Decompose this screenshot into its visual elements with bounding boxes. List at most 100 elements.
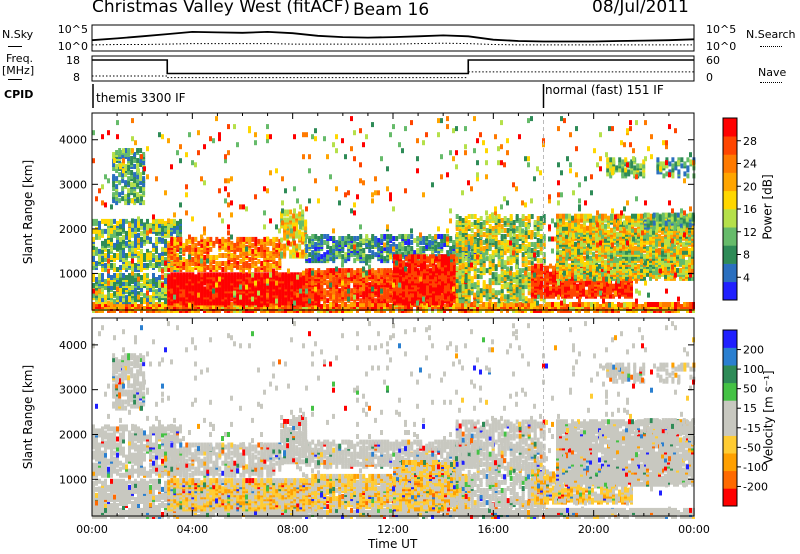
power-cell: [488, 292, 492, 298]
power-cell: [137, 291, 140, 297]
power-cell: [317, 284, 321, 290]
power-cell: [155, 255, 158, 260]
power-cell: [473, 240, 477, 245]
power-cell: [143, 232, 146, 238]
power-cell: [203, 246, 207, 252]
power-cell: [136, 158, 140, 163]
power-cell: [92, 218, 95, 224]
power-cell: [113, 224, 116, 230]
power-cell: [119, 304, 122, 309]
power-cell: [155, 248, 158, 254]
power-cell: [140, 248, 143, 254]
power-cell: [482, 220, 486, 225]
power-cell: [563, 302, 566, 307]
nsky-legend-line: [8, 46, 22, 47]
power-cell: [494, 224, 498, 229]
power-cell: [292, 221, 296, 227]
power-cell: [368, 288, 372, 294]
power-cell: [218, 261, 222, 266]
power-cell: [179, 232, 182, 238]
freq-label: Freq.: [6, 52, 34, 65]
power-cell: [455, 266, 459, 272]
power-cell: [137, 304, 140, 309]
power-cell: [128, 273, 131, 278]
power-cell: [224, 306, 227, 311]
power-cell: [446, 302, 449, 307]
power-cell: [113, 232, 116, 238]
power-cell: [458, 258, 462, 264]
power-cell: [422, 236, 426, 241]
power-cell: [248, 240, 252, 246]
power-cell: [438, 300, 441, 306]
power-cell: [329, 236, 333, 241]
power-cell: [136, 196, 140, 202]
power-cell: [488, 254, 492, 260]
power-cell: [286, 217, 290, 223]
power-cell: [392, 242, 396, 247]
power-cell: [203, 255, 207, 260]
power-cell: [408, 254, 411, 260]
power-cell: [139, 158, 143, 163]
power-cell: [263, 236, 267, 242]
power-cell: [476, 238, 480, 243]
power-cell: [245, 261, 249, 266]
power-cell: [353, 278, 357, 284]
power-cell: [428, 234, 432, 239]
power-cell: [121, 190, 125, 196]
power-cell: [289, 209, 293, 215]
power-cell: [221, 267, 225, 272]
power-cell: [527, 266, 531, 272]
power-cell: [260, 272, 264, 278]
power-cell: [113, 242, 116, 248]
power-cell: [119, 236, 122, 242]
power-cell: [393, 266, 396, 272]
power-cell: [410, 306, 413, 311]
power-cell: [142, 176, 146, 182]
power-cell: [429, 284, 432, 290]
power-cell: [341, 302, 344, 307]
power-cell: [251, 248, 255, 254]
power-cell: [209, 246, 213, 252]
power-cell: [441, 266, 444, 272]
power-cell: [173, 218, 176, 224]
power-cell: [332, 256, 336, 262]
power-cell: [323, 234, 327, 239]
power-cell: [506, 260, 510, 266]
power-cell: [398, 250, 402, 256]
power-cell: [374, 302, 377, 307]
power-cell: [173, 228, 176, 234]
power-cell: [212, 265, 216, 270]
power-cell: [482, 280, 486, 286]
power-cell: [335, 250, 339, 256]
power-cell: [236, 272, 240, 278]
power-cell: [524, 280, 528, 286]
power-cell: [455, 232, 459, 237]
power-cell: [671, 302, 674, 307]
power-cell: [134, 273, 137, 278]
power-cell: [680, 304, 683, 309]
power-cell: [289, 223, 293, 229]
power-cell: [509, 250, 513, 256]
power-cell: [443, 304, 446, 309]
power-cell: [467, 290, 471, 296]
power-cell: [503, 250, 507, 256]
power-cell: [146, 297, 149, 303]
power-cell: [665, 306, 668, 311]
power-cell: [155, 236, 158, 242]
power-cell: [173, 306, 176, 311]
power-cell: [164, 242, 167, 248]
power-cell: [402, 300, 405, 306]
power-cell: [473, 270, 477, 276]
power-cell: [110, 285, 113, 290]
power-cell: [509, 260, 513, 266]
power-cell: [140, 275, 143, 280]
power-cell: [245, 272, 249, 278]
power-cell: [275, 253, 279, 258]
power-cell: [92, 244, 95, 250]
power-cell: [170, 267, 174, 272]
power-cell: [107, 253, 110, 258]
power-cell: [167, 253, 171, 258]
power-cell: [125, 253, 128, 258]
power-cell: [444, 254, 447, 260]
power-cell: [176, 272, 180, 278]
